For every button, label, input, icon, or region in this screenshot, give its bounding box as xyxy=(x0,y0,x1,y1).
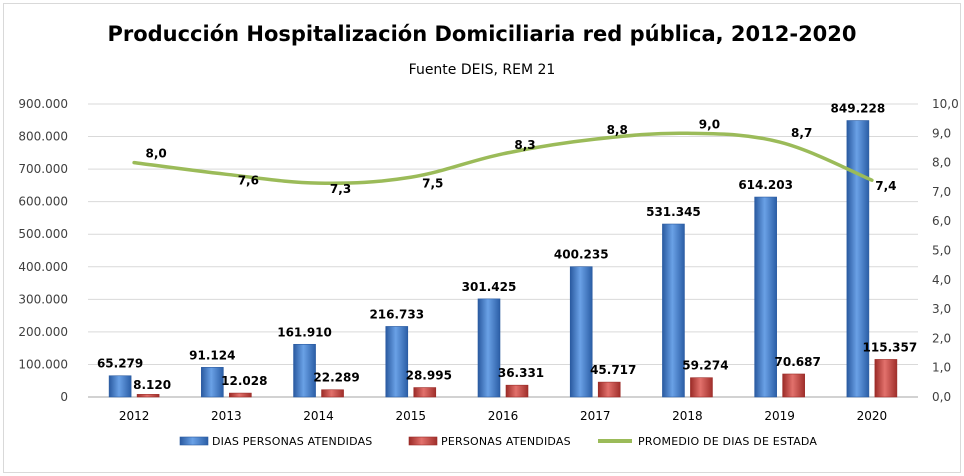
bar-dias-personas-atendidas xyxy=(477,298,501,398)
data-label-personas: 70.687 xyxy=(775,355,821,369)
data-label-promedio: 8,0 xyxy=(145,147,166,161)
y-axis-left: 0 100.000 200.000 300.000 400.000 500.000 600.… xyxy=(18,97,68,404)
y-right-tick-label: 8,0 xyxy=(932,156,951,170)
y-left-tick-label: 600.000 xyxy=(18,195,68,209)
x-category-label: 2013 xyxy=(211,409,242,423)
bar-dias-personas-atendidas xyxy=(754,196,777,398)
y-axis-right: 0,0 1,0 2,0 3,0 4,0 5,0 6,0 7,0 8,0 9,0 10,0 xyxy=(932,97,959,404)
data-label-personas: 59.274 xyxy=(682,359,728,373)
x-category-label: 2020 xyxy=(857,409,888,423)
legend: DIAS PERSONAS ATENDIDAS PERSONAS ATENDIDA… xyxy=(179,435,817,448)
y-right-tick-label: 10,0 xyxy=(932,97,959,111)
bar-personas-atendidas xyxy=(690,377,713,398)
legend-item-promedio-dias-estada-label: PROMEDIO DE DIAS DE ESTADA xyxy=(638,435,817,448)
data-label-promedio: 7,5 xyxy=(422,176,443,190)
legend-item-dias-personas-atendidas-swatch xyxy=(179,436,209,446)
y-left-tick-label: 700.000 xyxy=(18,162,68,176)
y-right-tick-label: 7,0 xyxy=(932,185,951,199)
bar-dias-personas-atendidas xyxy=(108,375,132,398)
data-label-personas: 36.331 xyxy=(498,366,544,380)
y-right-tick-label: 5,0 xyxy=(932,244,951,258)
bar-dias-personas-atendidas xyxy=(201,367,224,398)
x-category-label: 2017 xyxy=(580,409,611,423)
y-right-tick-label: 0,0 xyxy=(932,390,951,404)
data-label-dias: 161.910 xyxy=(277,325,332,339)
data-label-dias: 849.228 xyxy=(831,102,886,116)
y-right-tick-label: 9,0 xyxy=(932,126,951,140)
y-left-tick-label: 300.000 xyxy=(18,292,68,306)
legend-item-personas-atendidas-label: PERSONAS ATENDIDAS xyxy=(441,435,571,448)
bar-personas-atendidas xyxy=(136,394,160,398)
x-category-label: 2018 xyxy=(672,409,703,423)
bar-dias-personas-atendidas xyxy=(846,120,870,398)
data-label-promedio: 8,8 xyxy=(607,123,628,137)
y-left-tick-label: 500.000 xyxy=(18,227,68,241)
bar-dias-personas-atendidas xyxy=(293,343,316,398)
data-label-personas: 22.289 xyxy=(313,371,359,385)
data-label-personas: 115.357 xyxy=(863,340,918,354)
y-right-tick-label: 6,0 xyxy=(932,214,951,228)
chart-subtitle: Fuente DEIS, REM 21 xyxy=(408,62,556,78)
data-labels: 65.279 8.120 91.124 12.028 161.910 22.289 216.… xyxy=(97,102,917,392)
y-right-tick-label: 2,0 xyxy=(932,331,951,345)
data-label-promedio: 8,3 xyxy=(514,138,535,152)
bar-dias-personas-atendidas xyxy=(385,326,409,398)
data-label-dias: 301.425 xyxy=(462,280,517,294)
data-label-promedio: 7,4 xyxy=(875,179,896,193)
bar-personas-atendidas xyxy=(782,373,805,398)
data-label-promedio: 8,7 xyxy=(791,126,812,140)
data-label-dias: 400.235 xyxy=(554,248,609,262)
x-category-label: 2014 xyxy=(303,409,334,423)
x-category-label: 2012 xyxy=(119,409,150,423)
data-label-promedio: 7,3 xyxy=(330,182,351,196)
data-label-promedio: 9,0 xyxy=(699,117,720,131)
bars xyxy=(108,120,898,398)
legend-item-personas-atendidas-swatch xyxy=(408,436,438,446)
x-category-label: 2016 xyxy=(488,409,519,423)
data-label-dias: 65.279 xyxy=(97,357,143,371)
bar-dias-personas-atendidas xyxy=(569,266,593,398)
gridlines xyxy=(88,103,918,398)
y-right-tick-label: 3,0 xyxy=(932,302,951,316)
data-label-personas: 45.717 xyxy=(590,363,636,377)
bar-personas-atendidas xyxy=(597,381,621,398)
bar-personas-atendidas xyxy=(413,387,437,398)
data-label-dias: 91.124 xyxy=(189,348,235,362)
bar-personas-atendidas xyxy=(505,384,529,398)
x-axis-categories: 2012 2013 2014 2015 2016 2017 2018 2019 2020 xyxy=(119,409,887,423)
y-left-tick-label: 900.000 xyxy=(18,97,68,111)
chart-title: Producción Hospitalización Domiciliaria … xyxy=(107,22,857,46)
data-label-promedio: 7,6 xyxy=(238,173,259,187)
y-left-tick-label: 0 xyxy=(60,390,68,404)
bar-personas-atendidas xyxy=(321,389,344,398)
y-left-tick-label: 200.000 xyxy=(18,325,68,339)
data-label-dias: 531.345 xyxy=(646,205,701,219)
data-label-personas: 8.120 xyxy=(133,378,171,392)
y-left-tick-label: 100.000 xyxy=(18,357,68,371)
line-series xyxy=(132,131,874,185)
data-label-personas: 28.995 xyxy=(406,369,452,383)
x-category-label: 2019 xyxy=(764,409,795,423)
data-label-personas: 12.028 xyxy=(221,374,267,388)
bar-personas-atendidas xyxy=(874,359,898,398)
bar-dias-personas-atendidas xyxy=(662,223,685,398)
data-label-dias: 216.733 xyxy=(369,307,424,321)
y-left-tick-label: 800.000 xyxy=(18,130,68,144)
data-label-dias: 614.203 xyxy=(738,178,793,192)
legend-item-dias-personas-atendidas-label: DIAS PERSONAS ATENDIDAS xyxy=(212,435,373,448)
x-category-label: 2015 xyxy=(396,409,427,423)
y-left-tick-label: 400.000 xyxy=(18,260,68,274)
bar-personas-atendidas xyxy=(229,392,252,398)
y-right-tick-label: 1,0 xyxy=(932,361,951,375)
y-right-tick-label: 4,0 xyxy=(932,273,951,287)
